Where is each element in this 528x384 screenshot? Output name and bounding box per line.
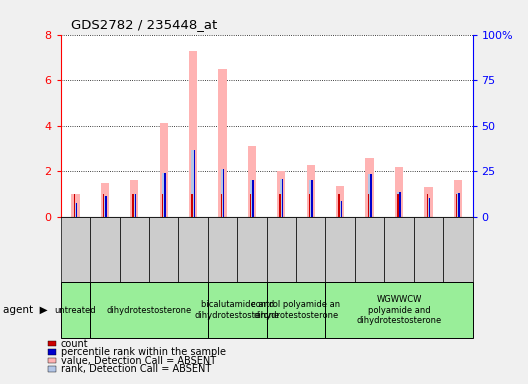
Bar xyxy=(341,201,342,217)
Bar xyxy=(338,201,342,217)
Bar xyxy=(135,194,136,217)
Text: bicalutamide and
dihydrotestosterone: bicalutamide and dihydrotestosterone xyxy=(195,300,280,320)
Text: percentile rank within the sample: percentile rank within the sample xyxy=(61,347,226,357)
Bar xyxy=(73,194,75,217)
Bar xyxy=(103,197,107,217)
Bar xyxy=(282,179,283,217)
Bar xyxy=(427,198,430,217)
Bar xyxy=(277,171,286,217)
Bar xyxy=(189,51,197,217)
Text: WGWWCW
polyamide and
dihydrotestosterone: WGWWCW polyamide and dihydrotestosterone xyxy=(356,295,441,325)
Text: dihydrotestosterone: dihydrotestosterone xyxy=(106,306,192,314)
Bar xyxy=(133,194,134,217)
Bar xyxy=(191,150,195,217)
Bar xyxy=(191,194,193,217)
Bar xyxy=(429,198,430,217)
Bar xyxy=(133,194,136,217)
Bar xyxy=(368,174,371,217)
Bar xyxy=(71,194,80,217)
Bar xyxy=(454,180,462,217)
Bar xyxy=(425,187,432,217)
Bar xyxy=(250,180,253,217)
Bar xyxy=(164,172,166,217)
Bar xyxy=(397,194,399,217)
Text: agent  ▶: agent ▶ xyxy=(3,305,48,315)
Bar xyxy=(103,194,105,217)
Bar xyxy=(307,164,315,217)
Bar xyxy=(397,192,401,217)
Bar xyxy=(336,186,344,217)
Bar xyxy=(101,183,109,217)
Bar xyxy=(458,193,460,217)
Bar xyxy=(194,150,195,217)
Bar xyxy=(162,172,165,217)
Text: rank, Detection Call = ABSENT: rank, Detection Call = ABSENT xyxy=(61,364,211,374)
Bar xyxy=(159,124,168,217)
Bar xyxy=(252,180,254,217)
Bar xyxy=(130,180,138,217)
Bar xyxy=(162,194,163,217)
Bar xyxy=(365,158,374,217)
Bar xyxy=(311,180,313,217)
Bar xyxy=(280,179,283,217)
Text: GDS2782 / 235448_at: GDS2782 / 235448_at xyxy=(71,18,218,31)
Text: control polyamide an
dihydrotestosterone: control polyamide an dihydrotestosterone xyxy=(251,300,341,320)
Bar xyxy=(338,194,340,217)
Bar xyxy=(395,167,403,217)
Bar xyxy=(248,146,256,217)
Bar xyxy=(367,194,369,217)
Bar xyxy=(370,174,372,217)
Text: value, Detection Call = ABSENT: value, Detection Call = ABSENT xyxy=(61,356,216,366)
Bar xyxy=(279,194,281,217)
Bar xyxy=(456,194,457,217)
Text: count: count xyxy=(61,339,88,349)
Text: untreated: untreated xyxy=(54,306,96,314)
Bar xyxy=(223,169,224,217)
Bar xyxy=(427,194,428,217)
Bar xyxy=(221,169,224,217)
Bar xyxy=(105,197,107,217)
Bar xyxy=(400,192,401,217)
Bar xyxy=(219,69,227,217)
Bar xyxy=(456,193,459,217)
Bar xyxy=(221,194,222,217)
Bar xyxy=(309,180,313,217)
Bar xyxy=(74,203,77,217)
Bar xyxy=(76,203,77,217)
Bar xyxy=(250,194,251,217)
Bar xyxy=(309,194,310,217)
